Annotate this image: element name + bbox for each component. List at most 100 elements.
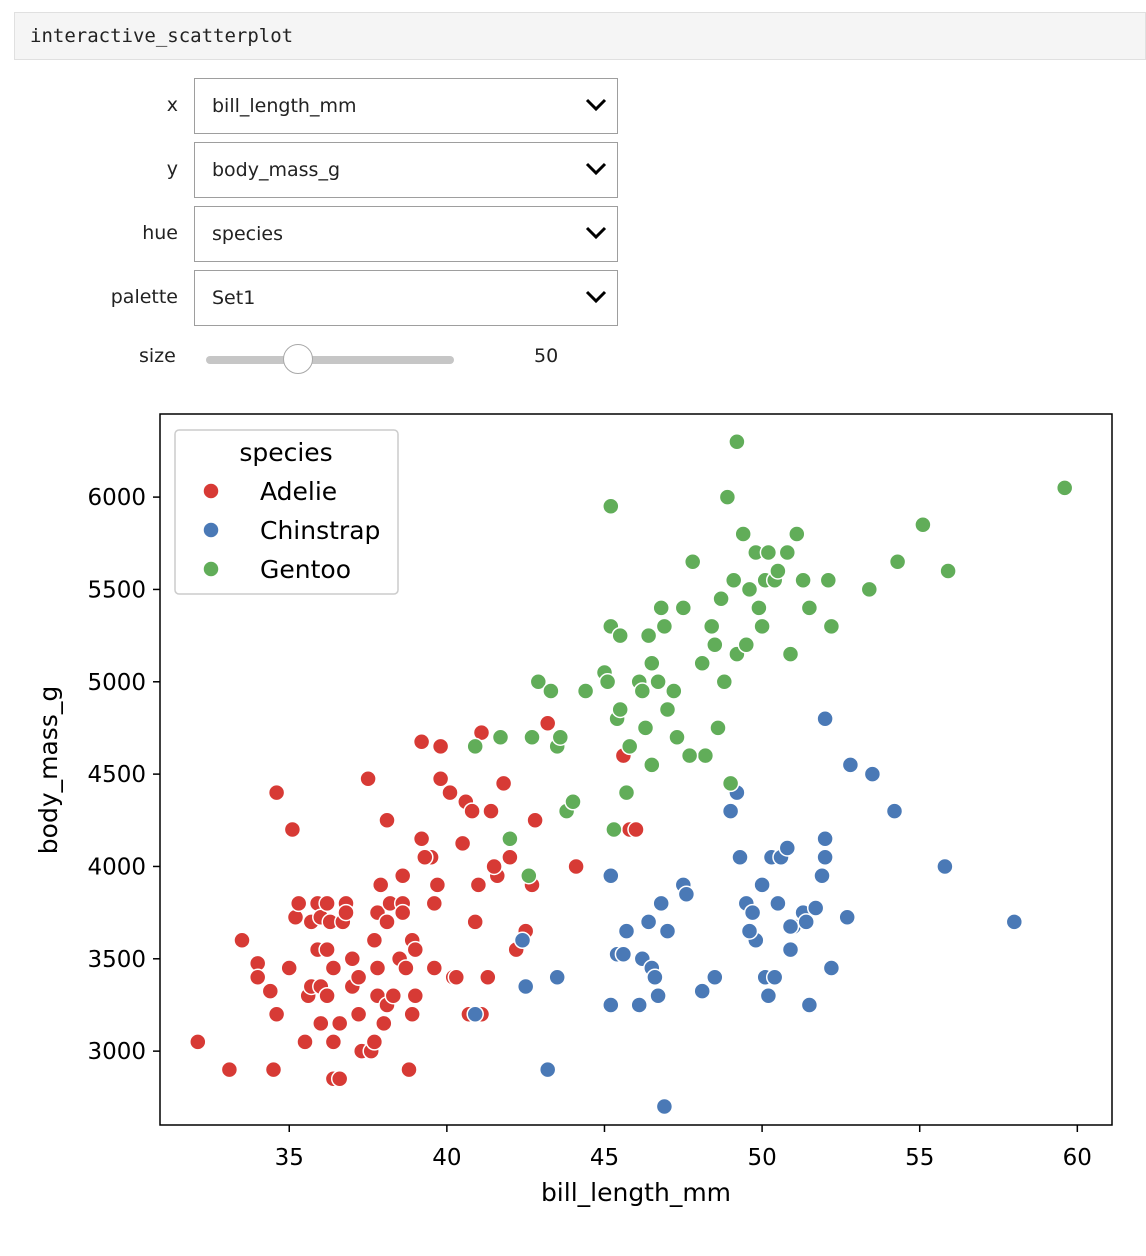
x-label: x bbox=[166, 94, 178, 116]
point-gentoo-28 bbox=[658, 700, 677, 719]
point-gentoo-57 bbox=[822, 617, 841, 636]
point-adelie-35 bbox=[349, 968, 368, 987]
point-gentoo-58 bbox=[860, 580, 879, 599]
point-chinstrap-15 bbox=[649, 986, 667, 1005]
point-chinstrap-40 bbox=[797, 913, 815, 931]
point-chinstrap-53 bbox=[781, 917, 800, 936]
point-adelie-74 bbox=[479, 968, 497, 987]
point-adelie-77 bbox=[494, 774, 513, 793]
point-adelie-61 bbox=[425, 959, 444, 977]
point-gentoo-66 bbox=[643, 756, 661, 774]
point-gentoo-54 bbox=[794, 571, 812, 589]
point-chinstrap-44 bbox=[816, 709, 834, 728]
point-adelie-19 bbox=[312, 1014, 330, 1033]
point-chinstrap-52 bbox=[740, 922, 759, 940]
point-adelie-0 bbox=[189, 1033, 207, 1051]
point-gentoo-4 bbox=[523, 728, 541, 746]
point-adelie-26 bbox=[324, 1033, 343, 1051]
point-chinstrap-48 bbox=[863, 765, 882, 783]
size-slider-handle[interactable] bbox=[283, 344, 313, 374]
x-dropdown[interactable]: bill_length_mm bbox=[194, 78, 618, 134]
point-gentoo-2 bbox=[501, 830, 519, 848]
point-chinstrap-47 bbox=[841, 756, 860, 774]
point-chinstrap-21 bbox=[693, 982, 711, 1000]
size-slider-track[interactable] bbox=[206, 356, 454, 364]
point-adelie-25 bbox=[318, 894, 336, 913]
point-chinstrap-20 bbox=[677, 885, 696, 903]
x-control-row: x bill_length_mm bbox=[0, 78, 640, 134]
point-adelie-95 bbox=[416, 848, 434, 866]
point-chinstrap-12 bbox=[639, 913, 658, 931]
point-chinstrap-45 bbox=[822, 959, 841, 977]
point-gentoo-43 bbox=[740, 580, 759, 599]
y-tick-label-3000: 3000 bbox=[87, 1039, 146, 1065]
point-gentoo-16 bbox=[605, 820, 623, 839]
point-chinstrap-29 bbox=[753, 876, 771, 894]
hue-dropdown[interactable]: species bbox=[194, 206, 618, 262]
y-tick-label-4000: 4000 bbox=[87, 854, 146, 880]
point-adelie-46 bbox=[378, 811, 396, 830]
chevron-down-icon bbox=[585, 98, 607, 112]
point-adelie-43 bbox=[365, 1033, 384, 1051]
point-gentoo-50 bbox=[769, 562, 787, 580]
point-gentoo-36 bbox=[712, 589, 730, 608]
legend-entries: Adelie Chinstrap Gentoo bbox=[202, 477, 380, 584]
point-gentoo-25 bbox=[643, 654, 661, 673]
point-chinstrap-16 bbox=[652, 894, 670, 913]
point-adelie-53 bbox=[397, 959, 415, 977]
point-adelie-87 bbox=[485, 857, 503, 876]
palette-dropdown[interactable]: Set1 bbox=[194, 270, 618, 326]
y-tick-label-5500: 5500 bbox=[87, 577, 146, 603]
point-gentoo-20 bbox=[620, 737, 639, 756]
point-adelie-89 bbox=[466, 913, 484, 931]
legend-title: species bbox=[239, 438, 332, 467]
legend-label-chinstrap: Chinstrap bbox=[260, 516, 380, 545]
point-gentoo-64 bbox=[721, 774, 740, 793]
axes-layer: 35 40 45 50 55 60 3000 3500 4000 4500 5000 5500 6000 bbox=[87, 485, 1092, 1171]
point-adelie-81 bbox=[526, 811, 544, 830]
point-chinstrap-37 bbox=[781, 940, 800, 959]
point-gentoo-38 bbox=[724, 571, 743, 589]
point-chinstrap-10 bbox=[630, 996, 648, 1014]
point-gentoo-60 bbox=[914, 516, 932, 534]
point-adelie-85 bbox=[627, 820, 645, 839]
point-gentoo-26 bbox=[649, 673, 667, 691]
point-adelie-13 bbox=[296, 1033, 314, 1051]
cell-input-box[interactable]: interactive_scatterplot bbox=[14, 12, 1146, 60]
chevron-down-icon bbox=[585, 226, 607, 240]
y-tick-label-4500: 4500 bbox=[87, 762, 146, 788]
point-gentoo-24 bbox=[639, 626, 658, 645]
palette-dropdown-value: Set1 bbox=[212, 287, 256, 309]
point-chinstrap-34 bbox=[769, 894, 787, 913]
point-gentoo-62 bbox=[1055, 479, 1074, 497]
point-gentoo-67 bbox=[665, 682, 683, 700]
point-adelie-63 bbox=[428, 876, 447, 894]
legend: species Adelie Chinstrap Gentoo bbox=[174, 429, 399, 595]
point-gentoo-52 bbox=[781, 645, 800, 663]
point-gentoo-11 bbox=[576, 682, 595, 700]
point-gentoo-69 bbox=[680, 746, 699, 765]
points-layer bbox=[189, 432, 1074, 1116]
point-gentoo-35 bbox=[706, 636, 724, 654]
x-tick-label-60: 60 bbox=[1063, 1145, 1092, 1171]
point-gentoo-41 bbox=[734, 525, 752, 543]
x-tick-label-50: 50 bbox=[747, 1145, 776, 1171]
point-adelie-38 bbox=[359, 769, 377, 788]
point-chinstrap-23 bbox=[721, 802, 740, 820]
point-chinstrap-46 bbox=[838, 908, 856, 926]
point-gentoo-1 bbox=[491, 728, 510, 746]
point-adelie-44 bbox=[375, 1014, 393, 1033]
point-chinstrap-5 bbox=[602, 866, 620, 885]
palette-label: palette bbox=[110, 286, 178, 308]
point-gentoo-32 bbox=[693, 654, 711, 673]
point-chinstrap-14 bbox=[646, 968, 664, 987]
point-chinstrap-9 bbox=[617, 922, 636, 940]
point-chinstrap-43 bbox=[816, 848, 834, 866]
point-adelie-40 bbox=[365, 931, 384, 950]
hue-label: hue bbox=[142, 222, 178, 244]
point-gentoo-59 bbox=[888, 552, 907, 571]
point-chinstrap-25 bbox=[731, 848, 749, 866]
point-adelie-75 bbox=[482, 802, 500, 820]
legend-marker-adelie bbox=[202, 482, 220, 500]
y-dropdown[interactable]: body_mass_g bbox=[194, 142, 618, 198]
